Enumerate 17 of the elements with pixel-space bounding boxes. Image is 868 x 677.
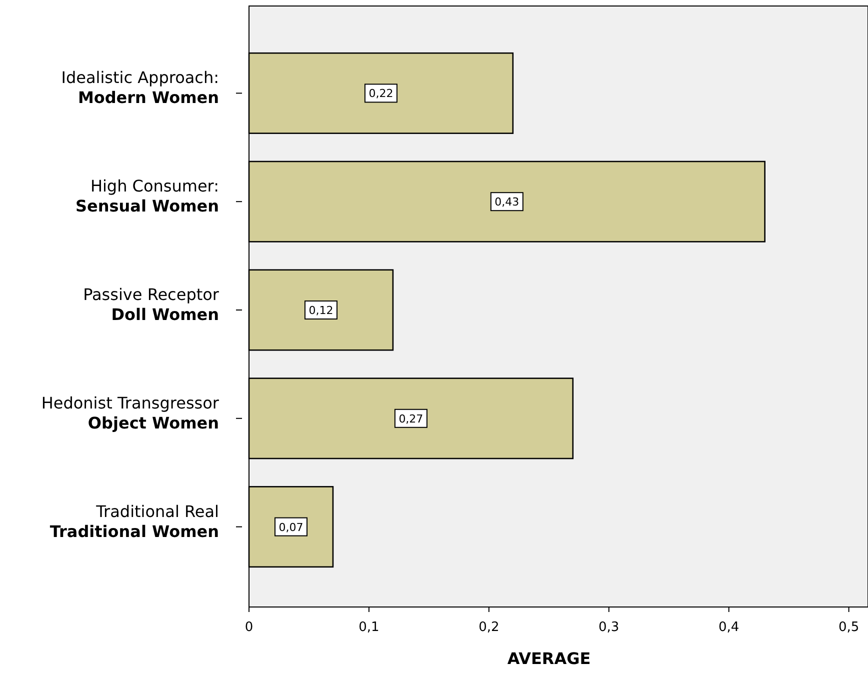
x-tick-label: 0,5 bbox=[838, 620, 860, 635]
y-tick-label: Hedonist Transgressor Object Women bbox=[41, 393, 220, 432]
x-tick-label: 0 bbox=[244, 620, 254, 635]
data-label: 0,22 bbox=[368, 87, 394, 100]
y-tick-label: Idealistic Approach: Modern Women bbox=[61, 68, 219, 108]
data-label: 0,07 bbox=[278, 520, 304, 534]
data-label: 0,43 bbox=[494, 196, 520, 209]
x-tick-label: 0,2 bbox=[478, 620, 500, 635]
x-tick-label: 0,4 bbox=[718, 620, 740, 635]
x-tick-label: 0,3 bbox=[598, 620, 620, 635]
y-tick-label: Passive Receptor Doll Women bbox=[83, 285, 220, 324]
y-tick-label: Traditional Real Traditional Women bbox=[50, 502, 219, 541]
data-label: 0,12 bbox=[308, 304, 334, 317]
x-tick-label: 0,1 bbox=[358, 620, 380, 635]
x-axis-title: AVERAGE bbox=[507, 649, 591, 668]
y-tick-label: High Consumer: Sensual Women bbox=[75, 176, 219, 216]
data-label: 0,27 bbox=[398, 412, 424, 426]
